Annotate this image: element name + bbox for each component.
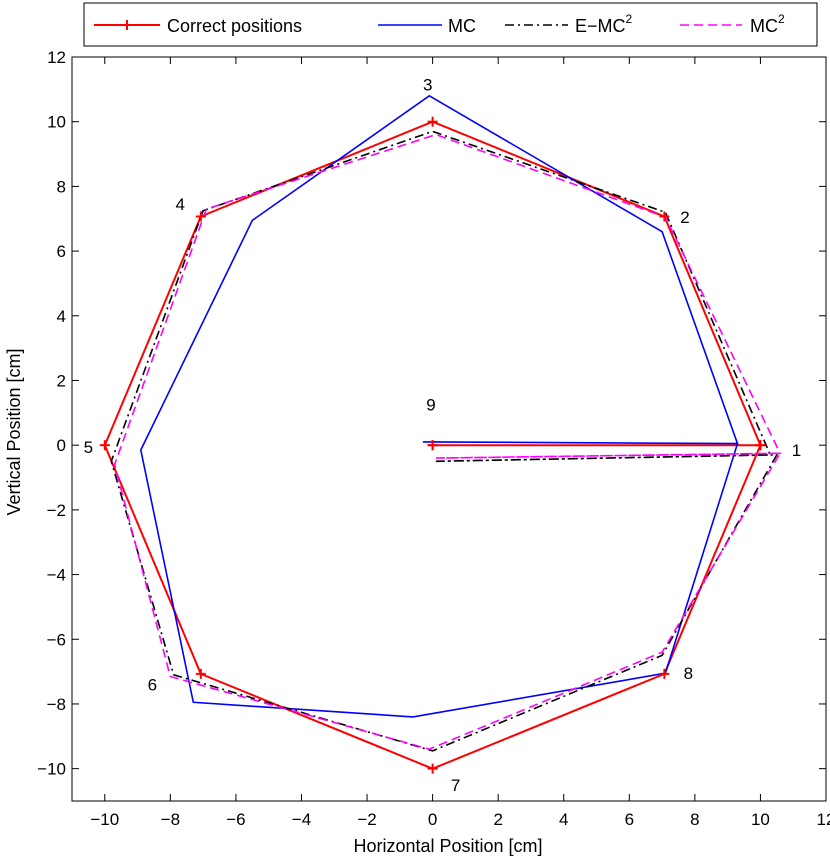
x-tick-label: 6 xyxy=(625,810,634,829)
x-tick-label: 8 xyxy=(690,810,699,829)
y-axis-title: Vertical Position [cm] xyxy=(4,348,24,515)
correct-position-marker xyxy=(427,763,438,774)
correct-position-marker xyxy=(659,668,670,679)
point-label-7: 7 xyxy=(451,776,460,795)
y-tick-label: −10 xyxy=(37,760,66,779)
series-line-4 xyxy=(113,133,782,751)
legend-entry-2: MC xyxy=(378,16,476,36)
correct-position-marker xyxy=(427,440,438,451)
x-tick-label: −6 xyxy=(226,810,245,829)
x-tick-label: 12 xyxy=(817,810,830,829)
legend-entry-1: Correct positions xyxy=(94,16,302,36)
legend-entry-4: MC2 xyxy=(680,12,785,36)
point-annotations: 1 2 3 4 5 6 7 8 9 xyxy=(84,75,802,794)
y-tick-label: 6 xyxy=(57,242,66,261)
point-label-8: 8 xyxy=(684,664,693,683)
x-tick-label: 10 xyxy=(751,810,770,829)
correct-position-marker xyxy=(195,211,206,222)
y-tick-label: 4 xyxy=(57,307,66,326)
x-tick-label: −10 xyxy=(90,810,119,829)
legend-label: MC xyxy=(448,16,476,36)
x-tick-label: −4 xyxy=(292,810,311,829)
y-tick-label: −8 xyxy=(47,695,66,714)
point-label-3: 3 xyxy=(423,75,432,94)
x-tick-label: 0 xyxy=(428,810,437,829)
x-tick-label: −8 xyxy=(161,810,180,829)
correct-position-marker xyxy=(99,440,110,451)
legend-entry-3: E−MC2 xyxy=(505,12,633,36)
y-tick-label: 0 xyxy=(57,436,66,455)
series-line-2 xyxy=(139,94,739,718)
x-tick-label: 2 xyxy=(493,810,502,829)
y-tick-label: 10 xyxy=(47,113,66,132)
x-tick-label: −2 xyxy=(357,810,376,829)
legend-label: E−MC2 xyxy=(575,12,633,36)
x-tick-label: 4 xyxy=(559,810,568,829)
point-label-5: 5 xyxy=(84,438,93,457)
y-tick-label: −4 xyxy=(47,566,66,585)
legend-label: Correct positions xyxy=(167,16,302,36)
correct-position-marker xyxy=(659,211,670,222)
correct-position-marker xyxy=(195,668,206,679)
point-label-4: 4 xyxy=(175,195,184,214)
y-tick-label: −2 xyxy=(47,501,66,520)
y-tick-label: 8 xyxy=(57,177,66,196)
correct-position-marker xyxy=(427,116,438,127)
x-axis-title: Horizontal Position [cm] xyxy=(353,836,542,856)
point-label-9: 9 xyxy=(426,396,435,415)
correct-position-marker xyxy=(755,440,766,451)
legend: Correct positions MC E−MC2 MC2 xyxy=(83,2,818,47)
plot-area xyxy=(71,56,827,802)
point-label-1: 1 xyxy=(792,441,801,460)
y-tick-label: −6 xyxy=(47,630,66,649)
point-label-6: 6 xyxy=(148,676,157,695)
point-label-2: 2 xyxy=(680,208,689,227)
axes-box xyxy=(71,56,827,802)
y-tick-label: 2 xyxy=(57,371,66,390)
y-tick-label: 12 xyxy=(47,48,66,67)
